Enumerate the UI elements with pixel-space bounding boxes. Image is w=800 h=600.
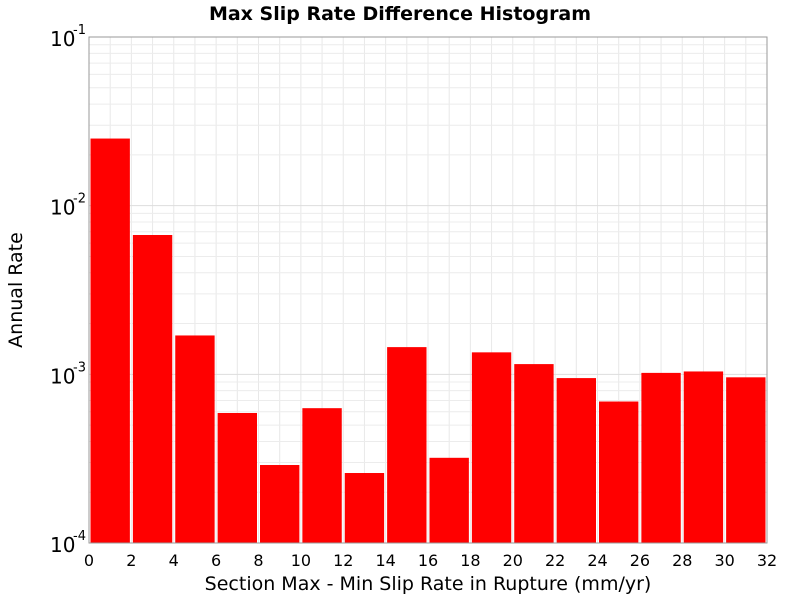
histogram-bar <box>556 378 596 543</box>
histogram-bar <box>387 347 427 543</box>
y-tick-label: 10 <box>50 196 75 220</box>
chart-title: Max Slip Rate Difference Histogram <box>209 3 591 25</box>
x-tick-label: 2 <box>126 551 136 570</box>
histogram-bar <box>726 377 766 543</box>
plot-frame <box>88 36 768 544</box>
x-tick-label: 16 <box>418 551 438 570</box>
y-tick-labels: 10-410-310-210-1 <box>50 23 86 557</box>
x-tick-labels: 0 2 4 6 8 10 12 14 16 18 20 22 24 26 28 30 32 <box>84 551 777 570</box>
y-tick-exponent: -2 <box>73 192 86 207</box>
x-tick-label: 10 <box>291 551 311 570</box>
y-tick-exponent: -4 <box>73 529 86 544</box>
histogram-bar <box>471 352 512 543</box>
histogram-bar <box>90 138 130 543</box>
x-tick-label: 18 <box>460 551 480 570</box>
y-tick-label: 10 <box>50 364 75 388</box>
histogram-bar <box>132 235 173 543</box>
x-tick-label: 14 <box>375 551 395 570</box>
x-tick-label: 24 <box>587 551 607 570</box>
y-tick-exponent: -3 <box>73 360 86 375</box>
histogram-bar <box>599 401 639 543</box>
x-tick-label: 22 <box>545 551 565 570</box>
x-tick-label: 4 <box>169 551 179 570</box>
histogram-bar <box>514 364 554 543</box>
x-tick-label: 28 <box>672 551 692 570</box>
y-tick-label: 10 <box>50 27 75 51</box>
histogram-bar <box>683 371 724 543</box>
y-axis-label: Annual Rate <box>5 232 27 348</box>
histogram-bar <box>429 457 469 543</box>
x-tick-label: 6 <box>211 551 221 570</box>
histogram-bar <box>302 408 342 543</box>
y-tick-label: 10 <box>50 533 75 557</box>
x-tick-label: 26 <box>630 551 650 570</box>
x-tick-label: 12 <box>333 551 353 570</box>
y-tick-exponent: -1 <box>73 23 86 38</box>
histogram-bar <box>260 465 300 543</box>
histogram-bar <box>344 473 385 543</box>
x-axis-label: Section Max - Min Slip Rate in Rupture (… <box>205 573 652 595</box>
bars-group <box>90 138 766 543</box>
histogram-bar <box>217 412 257 543</box>
x-tick-label: 0 <box>84 551 94 570</box>
histogram-bar <box>641 372 681 543</box>
x-tick-label: 30 <box>714 551 734 570</box>
x-tick-label: 8 <box>253 551 263 570</box>
histogram-bar <box>175 335 215 543</box>
x-tick-label: 32 <box>757 551 777 570</box>
x-tick-label: 20 <box>503 551 523 570</box>
